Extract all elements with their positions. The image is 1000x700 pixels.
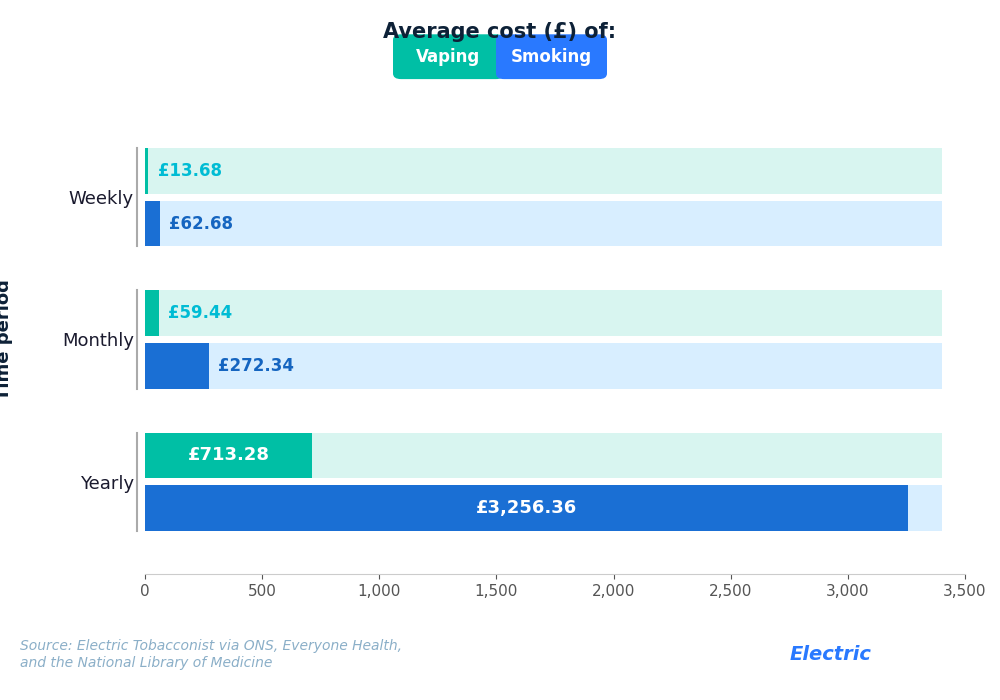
Bar — [145, 343, 942, 389]
Text: £13.68: £13.68 — [158, 162, 222, 180]
Text: £62.68: £62.68 — [169, 215, 233, 232]
Text: Smoking: Smoking — [511, 48, 592, 66]
Bar — [145, 485, 908, 531]
Y-axis label: Time period: Time period — [0, 279, 13, 400]
Bar — [145, 433, 312, 478]
Bar — [145, 201, 942, 246]
Text: Vaping: Vaping — [416, 48, 481, 66]
Bar — [145, 290, 942, 336]
Bar — [145, 148, 942, 194]
Text: £272.34: £272.34 — [218, 357, 294, 374]
Bar — [145, 290, 159, 336]
Text: TOBACCONIST: TOBACCONIST — [875, 645, 1000, 664]
Text: £713.28: £713.28 — [188, 447, 270, 464]
Bar — [145, 485, 942, 531]
Bar — [145, 201, 160, 246]
Bar — [145, 433, 942, 478]
Text: Electric: Electric — [790, 645, 872, 664]
Text: Source: Electric Tobacconist via ONS, Everyone Health,
and the National Library : Source: Electric Tobacconist via ONS, Ev… — [20, 639, 402, 670]
Text: £59.44: £59.44 — [168, 304, 233, 322]
Bar — [145, 148, 148, 194]
Text: £3,256.36: £3,256.36 — [476, 499, 577, 517]
Bar — [145, 343, 209, 389]
Text: Average cost (£) of:: Average cost (£) of: — [383, 22, 617, 41]
